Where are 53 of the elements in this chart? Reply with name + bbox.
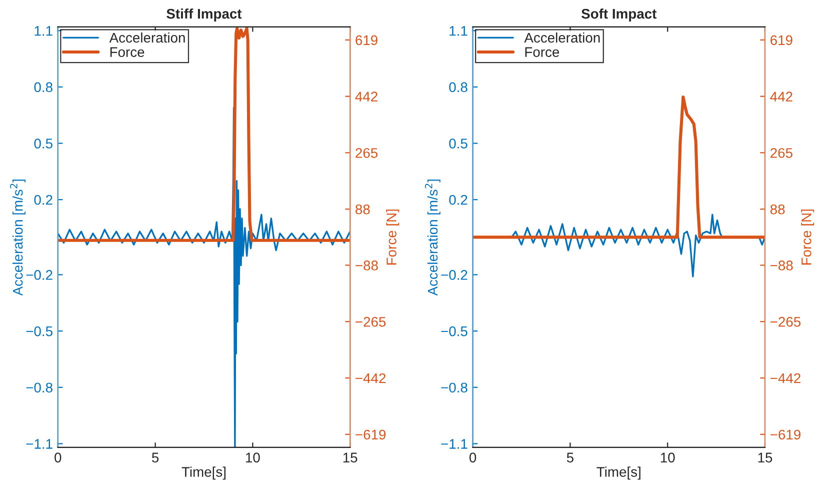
y2-tick-label: 88: [356, 204, 370, 214]
y-tick-label: −0.8: [26, 382, 52, 393]
y-tick-label: 1.1: [450, 26, 468, 36]
y2-tick-label: −88: [356, 260, 378, 270]
x-axis-title: Time[s]: [596, 466, 640, 480]
y-tick-label: −0.2: [441, 270, 468, 280]
x-tick-label: 0: [469, 452, 476, 462]
y-tick-label: −0.2: [26, 270, 52, 280]
y2-tick-label: −88: [770, 260, 793, 270]
y2-axis-title: Force [N]: [386, 210, 400, 265]
y2-tick-label: −442: [770, 373, 800, 384]
y-tick-label: −0.5: [441, 326, 468, 336]
x-tick-label: 15: [758, 452, 772, 462]
y-axis-title: Acceleration [m/s$^{2}$]: [10, 180, 26, 296]
y2-tick-label: 442: [770, 92, 792, 102]
y-tick-label: 0.8: [449, 82, 468, 92]
y-tick-label: 1.1: [34, 26, 52, 36]
y2-tick-label: −265: [356, 316, 386, 327]
y2-tick-label: 265: [356, 148, 378, 158]
y2-tick-label: −442: [356, 373, 386, 384]
chart-title: Stiff Impact: [166, 8, 242, 22]
line-series: [472, 95, 765, 239]
x-tick-label: 10: [660, 452, 675, 462]
y-tick-label: −1.1: [26, 439, 52, 449]
legend-label: Force: [110, 47, 144, 57]
chart-title: Soft Impact: [581, 8, 657, 22]
y-tick-label: 0.2: [34, 194, 52, 205]
y-tick-label: −0.5: [26, 326, 52, 336]
y-tick-label: 0.8: [34, 82, 52, 92]
y-tick-label: −1.1: [441, 439, 468, 449]
y2-axis-title: Force [N]: [801, 210, 814, 265]
legend-label: Acceleration: [524, 32, 600, 43]
x-tick-label: 5: [566, 452, 574, 462]
x-tick-label: 5: [152, 452, 159, 462]
x-tick-label: 10: [246, 452, 260, 462]
y2-tick-label: −265: [770, 316, 801, 327]
y-axis-title: Acceleration [m/s$^{2}$]: [424, 180, 440, 296]
legend-label: Force: [525, 47, 560, 57]
x-tick-label: 0: [54, 452, 62, 462]
y2-tick-label: 265: [770, 148, 792, 158]
y2-tick-label: 442: [355, 92, 378, 102]
y2-tick-label: −619: [770, 430, 800, 440]
x-axis-title: Time[s]: [182, 466, 226, 480]
y-tick-label: 0.5: [34, 138, 52, 148]
y-tick-label: −0.8: [441, 382, 468, 393]
y2-tick-label: 619: [356, 35, 378, 46]
y-tick-label: 0.2: [449, 194, 468, 205]
y2-tick-label: 88: [770, 204, 785, 214]
x-tick-label: 15: [343, 452, 358, 462]
y2-tick-label: 619: [770, 35, 792, 46]
legend-label: Acceleration: [109, 32, 185, 43]
y2-tick-label: −619: [356, 430, 386, 440]
y-tick-label: 0.5: [449, 138, 468, 148]
